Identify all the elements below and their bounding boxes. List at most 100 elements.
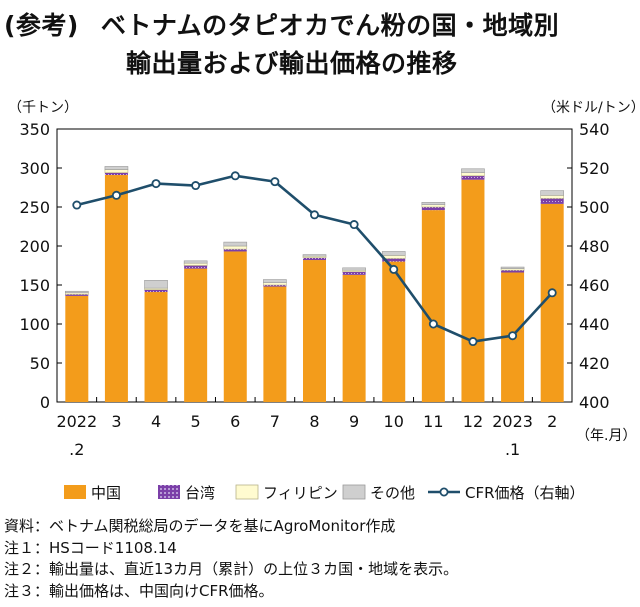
cfr-point-4: [230, 171, 240, 181]
bar-other-12: [540, 190, 564, 196]
bar-philippines-9: [421, 204, 446, 208]
left-tick-label-7: 350: [19, 120, 50, 139]
bar-philippines-3: [183, 262, 208, 266]
legend-label-cfr: CFR価格（右軸）: [465, 484, 585, 502]
bar-china-12: [540, 203, 564, 402]
bar-taiwan-4: [223, 249, 247, 252]
cfr-point-7: [349, 220, 359, 230]
x-tick-label-4: 6: [230, 412, 240, 431]
note-1: 注１：HSコード1108.14: [4, 538, 177, 557]
right-tick-label-6: 520: [579, 159, 610, 178]
bar-taiwan-12: [540, 198, 564, 204]
legend-label-other: その他: [370, 484, 415, 502]
chart-title-line1: (参考) ベトナムのタピオカでん粉の国・地域別: [4, 6, 559, 42]
x-tick-sublabel-0: .2: [69, 440, 84, 459]
cfr-point-3: [191, 181, 201, 191]
chart-svg: （千トン） （米ドル/トン） （年.月） 0 50 100 150 200 250 300 3…: [8, 100, 640, 502]
left-tick-label-5: 250: [19, 198, 50, 217]
cfr-point-5: [270, 177, 280, 187]
left-tick-label-4: 200: [19, 237, 50, 256]
note-2: 注２：輸出量は、直近13カ月（累計）の上位３カ国・地域を表示。: [4, 560, 459, 578]
bar-other-6: [302, 254, 327, 257]
bar-china-0: [65, 295, 89, 402]
x-axis-unit: （年.月）: [576, 428, 636, 444]
bar-china-4: [223, 251, 247, 402]
legend-label-taiwan: 台湾: [185, 484, 215, 502]
bar-taiwan-5: [263, 285, 287, 287]
bar-other-9: [421, 202, 446, 205]
bar-taiwan-7: [342, 271, 366, 275]
chart-notes: 資料：ベトナム関税総局のデータを基にAgroMonitor作成 注１：HSコード…: [4, 516, 458, 602]
bar-china-6: [303, 260, 326, 402]
x-tick-label-3: 5: [191, 412, 201, 431]
bar-other-3: [183, 260, 208, 264]
title-text-1: ベトナムのタピオカでん粉の国・地域別: [100, 11, 560, 40]
left-tick-label-1: 50: [30, 354, 50, 373]
bar-taiwan-6: [303, 257, 326, 261]
bar-other-1: [104, 166, 129, 170]
cfr-point-0: [72, 200, 82, 210]
right-tick-label-4: 480: [579, 237, 610, 256]
bar-china-3: [184, 268, 208, 402]
x-tick-sublabel-11: .1: [505, 440, 520, 459]
right-tick-label-3: 460: [579, 276, 610, 295]
bar-china-2: [144, 292, 168, 402]
left-axis-unit: （千トン）: [8, 100, 78, 116]
x-tick-label-1: 3: [111, 412, 121, 431]
left-tick-label-3: 150: [19, 276, 50, 295]
note-3: 注３：輸出価格は、中国向けCFR価格。: [4, 581, 274, 600]
cfr-point-6: [309, 210, 319, 220]
right-axis-unit: （米ドル/トン）: [542, 100, 640, 116]
bar-other-10: [461, 168, 485, 173]
right-tick-label-7: 540: [579, 120, 610, 139]
x-tick-label-5: 7: [270, 412, 280, 431]
cfr-point-1: [111, 190, 121, 200]
left-tick-label-6: 300: [19, 159, 50, 178]
bar-philippines-4: [223, 245, 248, 250]
legend-swatch-china: [64, 485, 86, 499]
bar-other-0: [65, 290, 89, 294]
legend-marker-cfr: [439, 487, 449, 497]
bar-taiwan-10: [461, 175, 485, 180]
right-tick-label-0: 400: [579, 393, 610, 412]
bar-china-10: [461, 179, 485, 402]
x-tick-label-2: 4: [151, 412, 161, 431]
bar-philippines-8: [381, 255, 406, 259]
bar-philippines-5: [263, 282, 287, 286]
bar-taiwan-11: [501, 270, 525, 273]
bar-china-5: [263, 286, 287, 402]
bar-taiwan-0: [65, 294, 89, 296]
x-tick-label-12: 2: [547, 412, 557, 431]
bar-taiwan-3: [184, 265, 208, 269]
bar-china-8: [382, 261, 406, 402]
cfr-point-12: [547, 288, 557, 298]
x-tick-label-11: 2023: [492, 412, 533, 431]
bar-china-7: [342, 274, 366, 402]
legend-swatch-other: [342, 484, 366, 500]
bar-philippines-12: [540, 195, 564, 199]
cfr-point-10: [468, 337, 478, 347]
chart-title-line2: 輸出量および輸出価格の推移: [126, 49, 458, 78]
cfr-point-11: [508, 331, 518, 341]
bar-philippines-10: [461, 172, 485, 177]
x-tick-label-7: 9: [349, 412, 359, 431]
legend-swatch-philippines: [235, 484, 259, 500]
bar-other-4: [223, 241, 248, 247]
left-tick-label-2: 100: [19, 315, 50, 334]
legend-label-china: 中国: [91, 484, 121, 502]
bar-other-11: [500, 266, 525, 269]
legend-label-philippines: フィリピン: [263, 484, 338, 502]
bar-china-1: [104, 175, 128, 402]
bar-other-7: [342, 267, 366, 271]
right-tick-label-2: 440: [579, 315, 610, 334]
bar-other-8: [381, 251, 406, 256]
x-tick-label-0: 2022: [56, 412, 97, 431]
x-tick-label-6: 8: [309, 412, 319, 431]
x-tick-label-8: 10: [384, 412, 404, 431]
cfr-point-2: [151, 179, 161, 189]
x-tick-label-9: 11: [423, 412, 443, 431]
bar-taiwan-9: [421, 207, 445, 211]
bar-china-9: [421, 210, 445, 402]
bar-taiwan-2: [144, 289, 168, 293]
